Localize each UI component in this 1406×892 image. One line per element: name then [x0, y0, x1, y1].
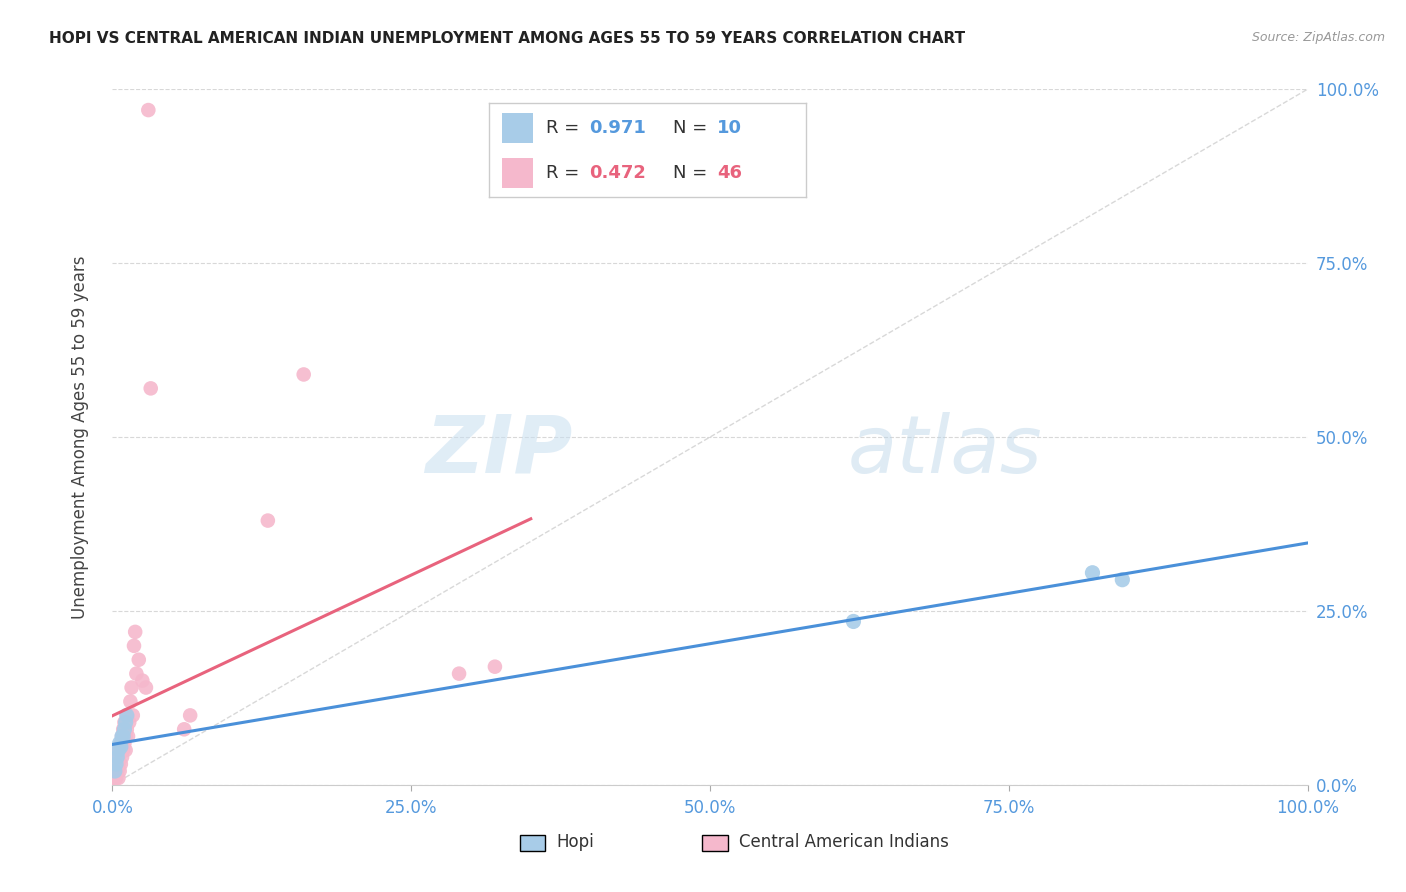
Point	[118, 715, 141, 730]
Point	[110, 757, 132, 772]
Point	[105, 757, 128, 772]
Point	[110, 736, 132, 750]
Point	[139, 381, 162, 395]
Point	[257, 514, 280, 528]
Point	[105, 750, 128, 764]
Y-axis label: Unemployment Among Ages 55 to 59 years: Unemployment Among Ages 55 to 59 years	[70, 255, 89, 619]
Text: Central American Indians: Central American Indians	[740, 833, 949, 851]
Point	[115, 723, 138, 737]
Point	[114, 729, 136, 743]
Point	[107, 743, 129, 757]
Point	[105, 750, 128, 764]
Point	[105, 764, 128, 778]
Point	[105, 743, 128, 757]
Point	[135, 681, 157, 695]
Point	[104, 757, 127, 772]
Point	[122, 639, 145, 653]
Point	[1081, 566, 1104, 580]
Point	[107, 757, 129, 772]
Point	[114, 723, 135, 737]
Point	[173, 723, 195, 737]
Point	[114, 743, 136, 757]
Point	[107, 750, 129, 764]
Point	[111, 750, 134, 764]
Point	[115, 708, 138, 723]
Point	[103, 771, 125, 785]
Point	[179, 708, 201, 723]
Text: HOPI VS CENTRAL AMERICAN INDIAN UNEMPLOYMENT AMONG AGES 55 TO 59 YEARS CORRELATI: HOPI VS CENTRAL AMERICAN INDIAN UNEMPLOY…	[49, 31, 966, 46]
Point	[114, 715, 135, 730]
Point	[138, 103, 160, 117]
Point	[124, 624, 146, 639]
Point	[107, 771, 129, 785]
Point	[292, 368, 315, 382]
Point	[484, 659, 506, 673]
Text: ZIP: ZIP	[425, 412, 572, 490]
Text: Hopi: Hopi	[557, 833, 593, 851]
Point	[103, 764, 125, 778]
Point	[112, 743, 135, 757]
Point	[117, 729, 139, 743]
Text: Source: ZipAtlas.com: Source: ZipAtlas.com	[1251, 31, 1385, 45]
Point	[131, 673, 153, 688]
Point	[112, 723, 135, 737]
Point	[104, 771, 127, 785]
Point	[108, 764, 131, 778]
Point	[1111, 573, 1133, 587]
Point	[842, 615, 865, 629]
Point	[105, 771, 128, 785]
Point	[111, 729, 134, 743]
Point	[110, 739, 132, 754]
Point	[104, 764, 127, 778]
Point	[114, 715, 136, 730]
Point	[447, 666, 470, 681]
Point	[105, 764, 128, 778]
Point	[108, 743, 131, 757]
Point	[111, 729, 134, 743]
Point	[120, 694, 142, 708]
Point	[105, 757, 128, 772]
Point	[121, 708, 143, 723]
Point	[114, 736, 135, 750]
Point	[112, 729, 135, 743]
Point	[128, 653, 150, 667]
Text: atlas: atlas	[848, 412, 1042, 490]
Point	[115, 708, 138, 723]
Point	[125, 666, 148, 681]
Point	[108, 736, 131, 750]
Point	[121, 681, 143, 695]
